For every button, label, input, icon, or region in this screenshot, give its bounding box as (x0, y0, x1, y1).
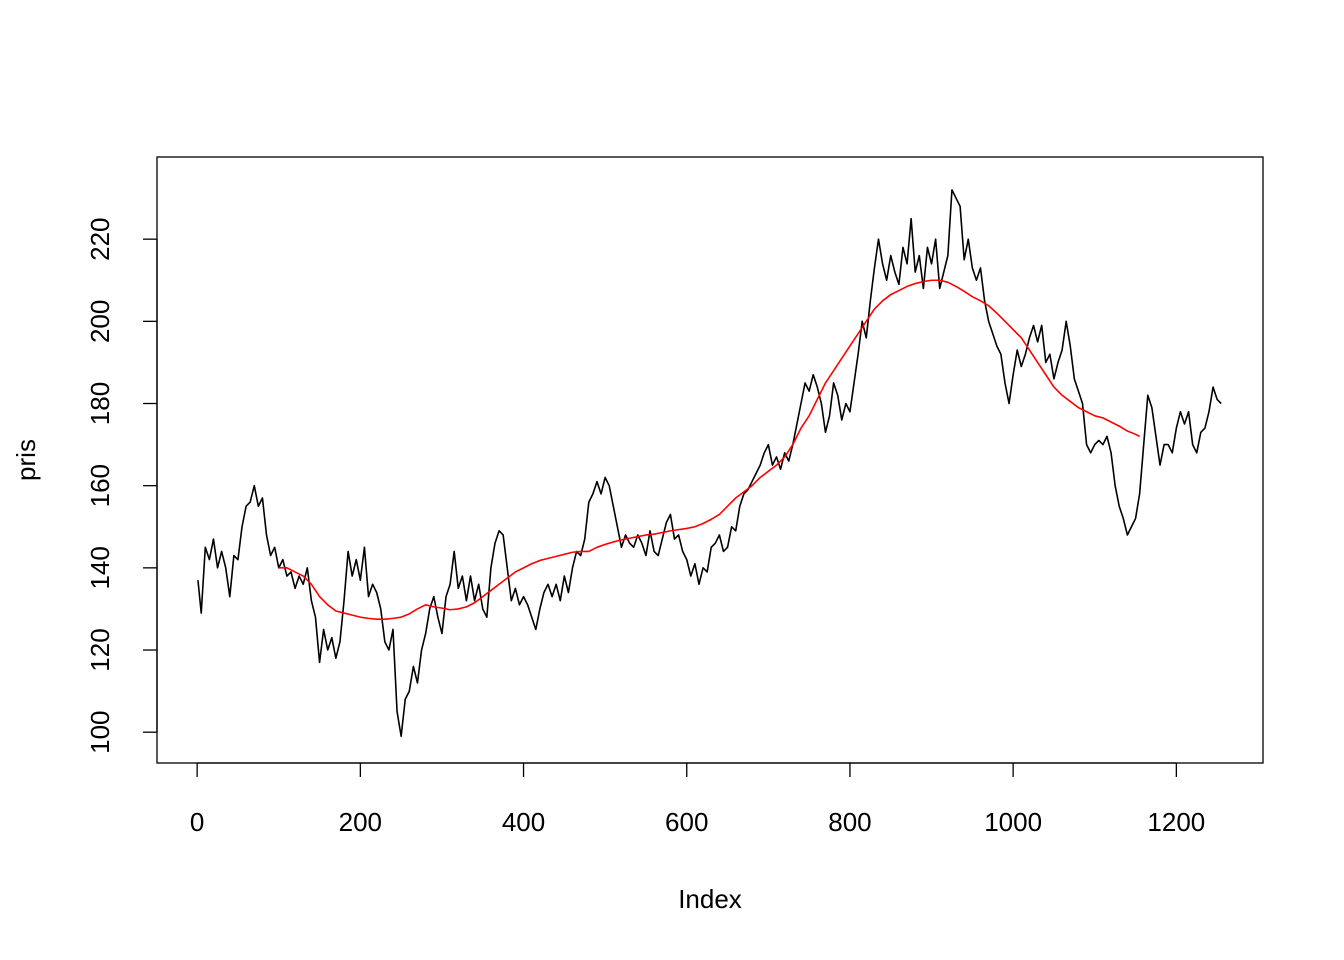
x-axis-label: Index (678, 884, 742, 914)
y-tick-label: 100 (85, 710, 115, 753)
y-tick-label: 200 (85, 300, 115, 343)
data-line (197, 189, 1222, 738)
x-tick-label: 200 (339, 807, 382, 837)
x-tick-label: 800 (828, 807, 871, 837)
y-tick-label: 220 (85, 217, 115, 260)
x-tick-label: 1200 (1147, 807, 1205, 837)
y-tick-label: 140 (85, 546, 115, 589)
x-tick-label: 1000 (984, 807, 1042, 837)
x-tick-label: 0 (190, 807, 204, 837)
x-tick-label: 400 (502, 807, 545, 837)
y-axis-label: pris (11, 439, 41, 481)
y-tick-label: 180 (85, 382, 115, 425)
y-tick-label: 160 (85, 464, 115, 507)
x-tick-label: 600 (665, 807, 708, 837)
y-tick-label: 120 (85, 628, 115, 671)
data-line (278, 279, 1140, 620)
plot-frame (156, 156, 1264, 764)
